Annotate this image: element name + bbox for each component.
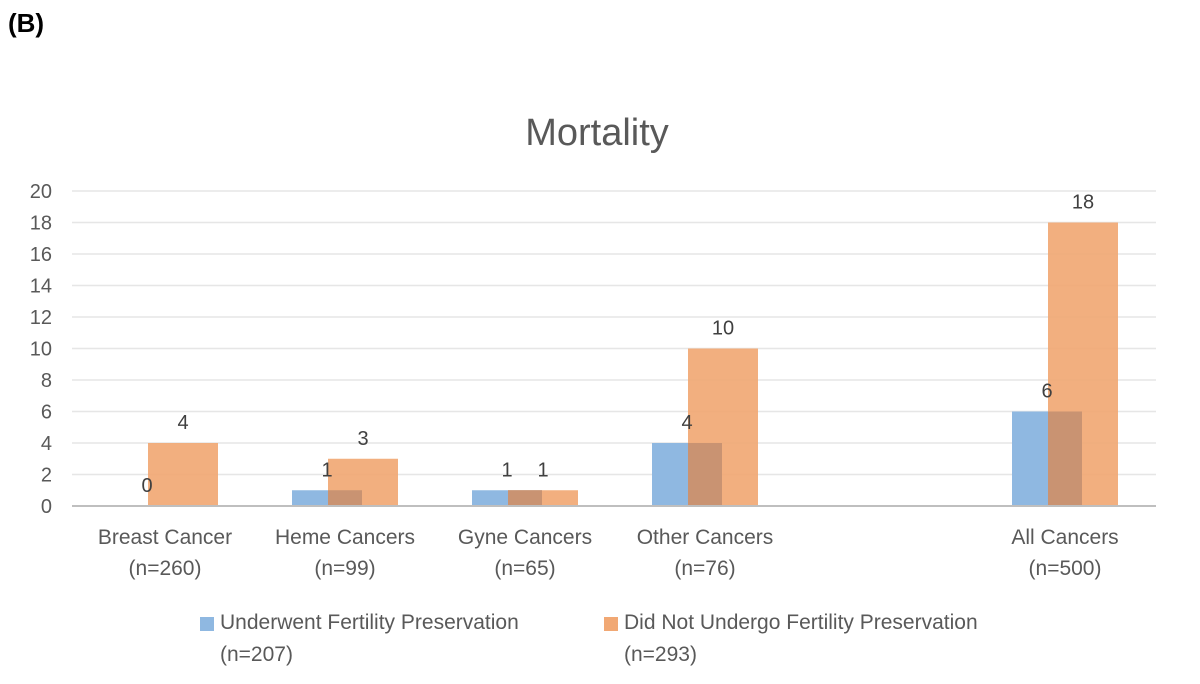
data-label-did-not-undergo: 10 (712, 318, 734, 340)
data-label-underwent: 1 (501, 459, 512, 481)
legend-label-underwent: Underwent Fertility Preservation (220, 611, 519, 634)
y-tick-label: 10 (30, 339, 52, 361)
y-tick-label: 2 (41, 465, 52, 487)
data-label-underwent: 6 (1041, 381, 1052, 403)
data-label-did-not-undergo: 3 (357, 428, 368, 450)
x-category-sublabel: (n=99) (314, 557, 375, 580)
x-category-sublabel: (n=65) (494, 557, 555, 580)
x-category-sublabel: (n=260) (129, 557, 202, 580)
y-tick-label: 18 (30, 213, 52, 235)
bar-did-not-undergo (148, 443, 218, 506)
legend-swatch-underwent (200, 617, 214, 631)
legend-label-did-not-undergo: Did Not Undergo Fertility Preservation (624, 611, 978, 634)
data-label-underwent: 4 (681, 412, 692, 434)
y-tick-label: 8 (41, 370, 52, 392)
data-label-did-not-undergo: 4 (177, 412, 188, 434)
x-category-label: Other Cancers (637, 526, 774, 549)
bar-overlap (508, 490, 542, 506)
legend-sublabel-did-not-undergo: (n=293) (624, 643, 697, 666)
gridlines (72, 190, 1156, 476)
chart-title: Mortality (525, 112, 669, 154)
x-category-label: All Cancers (1011, 526, 1118, 549)
x-category-sublabel: (n=76) (674, 557, 735, 580)
bars (148, 222, 1118, 506)
data-label-did-not-undergo: 1 (537, 459, 548, 481)
data-label-did-not-undergo: 18 (1072, 192, 1094, 214)
bar-overlap (1048, 411, 1082, 506)
x-category-label: Breast Cancer (98, 526, 232, 549)
x-axis-category-labels: Breast Cancer (n=260) Heme Cancers (n=99) Gy… (98, 526, 1119, 580)
legend-sublabel-underwent: (n=207) (220, 643, 293, 666)
data-label-underwent: 0 (141, 475, 152, 497)
x-category-sublabel: (n=500) (1029, 557, 1102, 580)
y-tick-label: 16 (30, 244, 52, 266)
legend-item-did-not-undergo: Did Not Undergo Fertility Preservation (… (604, 607, 978, 671)
bar-overlap (328, 490, 362, 506)
y-tick-label: 4 (41, 433, 52, 455)
y-tick-label: 20 (30, 181, 52, 203)
x-category-label: Heme Cancers (275, 526, 415, 549)
y-tick-label: 0 (41, 496, 52, 518)
y-tick-label: 6 (41, 402, 52, 424)
legend-item-underwent: Underwent Fertility Preservation (n=207) (200, 607, 519, 671)
bar-overlap (688, 443, 722, 506)
y-tick-label: 14 (30, 276, 52, 298)
legend-swatch-did-not-undergo (604, 617, 618, 631)
y-axis-tick-labels: 0 2 4 6 8 10 12 14 16 18 20 (30, 181, 52, 518)
panel-label: (B) (8, 8, 45, 38)
y-tick-label: 12 (30, 307, 52, 329)
data-label-underwent: 1 (321, 459, 332, 481)
x-category-label: Gyne Cancers (458, 526, 592, 549)
